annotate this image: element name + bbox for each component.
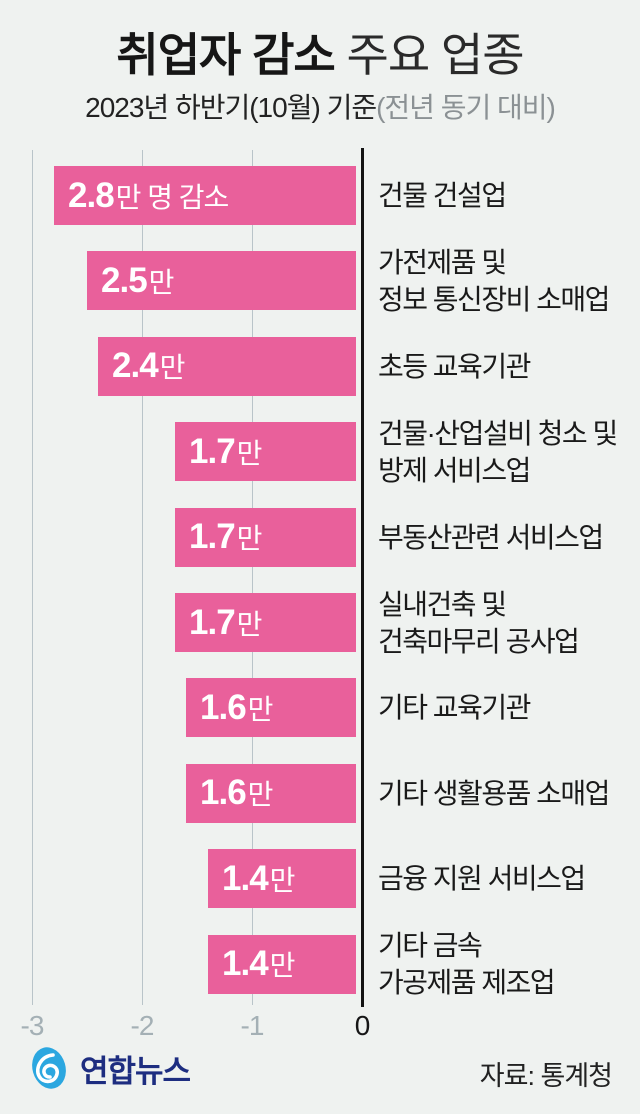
category-line: 초등 교육기관 [378, 350, 531, 382]
category-label: 기타 생활용품 소매업 [378, 750, 610, 837]
logo-text: 연합뉴스 [80, 1053, 191, 1089]
page-subtitle: 2023년 하반기(10월) 기준(전년 동기 대비) [0, 91, 640, 125]
category-label: 건물 건설업 [378, 152, 507, 239]
source-credit: 자료: 통계청 [479, 1061, 613, 1091]
category-line: 금융 지원 서비스업 [378, 863, 586, 895]
category-label: 금융 지원 서비스업 [378, 835, 586, 922]
category-label: 부동산관련 서비스업 [378, 494, 604, 581]
bar-1.7-3: 1.7 만 [175, 422, 356, 482]
gridline [142, 150, 143, 1005]
bar-2.4-2: 2.4 만 [98, 336, 356, 396]
category-label: 초등 교육기관 [378, 323, 531, 410]
bar-2.5-1: 2.5 만 [87, 251, 356, 311]
title-rest: 주요 업종 [334, 29, 525, 81]
category-line: 건물 건설업 [378, 180, 507, 211]
bar-value-suffix: 만 [236, 437, 263, 469]
bar-value: 1.4 [222, 944, 269, 984]
bar-value-suffix: 만 [269, 950, 296, 982]
bar-1.6-7: 1.6 만 [186, 763, 356, 823]
header: 취업자 감소 주요 업종 2023년 하반기(10월) 기준(전년 동기 대비) [0, 0, 640, 125]
category-line: 실내건축 및 [378, 588, 507, 620]
category-line: 기타 금속 [378, 930, 483, 962]
bar-1.4-8: 1.4 만 [208, 849, 356, 909]
x-tick-label: -1 [240, 1010, 265, 1041]
category-line: 기타 교육기관 [378, 692, 531, 724]
bar-1.7-5: 1.7 만 [175, 593, 356, 652]
footer: 연합뉴스 자료: 통계청 [0, 1042, 640, 1102]
bar-value: 1.7 [189, 431, 236, 471]
bar-value-suffix: 만 [247, 779, 274, 811]
bar-value: 1.6 [200, 773, 247, 813]
bar-value-suffix: 만 [159, 352, 186, 384]
bar-value-suffix: 만 [247, 693, 274, 725]
bar-1.7-4: 1.7 만 [175, 507, 356, 567]
category-line: 가공제품 제조업 [378, 967, 556, 999]
bar-1.4-9: 1.4 만 [208, 934, 356, 994]
bar-2.8-0: 2.8 만 명 감소 [54, 166, 356, 225]
bar-value-suffix: 만 명 감소 [115, 181, 230, 213]
gridline [252, 150, 253, 1005]
x-tick-label: 0 [354, 1010, 371, 1041]
category-line: 기타 생활용품 소매업 [378, 777, 610, 809]
gridline [32, 150, 33, 1005]
bar-value: 1.7 [189, 602, 236, 642]
category-line: 정보 통신장비 소매업 [378, 283, 610, 315]
subtitle-paren: (전년 동기 대비) [376, 92, 556, 124]
x-tick-label: -2 [130, 1010, 155, 1041]
category-line: 부동산관련 서비스업 [378, 521, 604, 553]
bar-value: 1.6 [200, 687, 247, 727]
x-tick-label: -3 [20, 1010, 45, 1041]
category-line: 방제 서비스업 [378, 454, 531, 486]
category-line: 건물·산업설비 청소 및 [378, 417, 618, 449]
bar-value: 2.4 [112, 346, 159, 386]
subtitle-main: 2023년 하반기(10월) 기준 [85, 92, 377, 124]
bar-value: 2.8 [68, 175, 115, 215]
yonhap-logo-icon [32, 1047, 66, 1089]
title-emphasis: 취업자 감소 [116, 29, 335, 81]
bar-1.6-6: 1.6 만 [186, 678, 356, 738]
category-label: 기타 교육기관 [378, 664, 531, 751]
page-title: 취업자 감소 주요 업종 [0, 28, 640, 83]
bar-value-suffix: 만 [148, 266, 175, 298]
zero-axis-line [361, 148, 364, 1007]
category-line: 건축마무리 공사업 [378, 625, 580, 657]
category-line: 가전제품 및 [378, 246, 507, 278]
bar-value-suffix: 만 [236, 523, 263, 555]
bar-value: 1.7 [189, 517, 236, 557]
bar-value: 2.5 [101, 260, 148, 300]
bar-value: 1.4 [222, 858, 269, 898]
bar-value-suffix: 만 [269, 864, 296, 896]
bar-value-suffix: 만 [236, 608, 263, 640]
yonhap-logo: 연합뉴스 [26, 1044, 191, 1092]
